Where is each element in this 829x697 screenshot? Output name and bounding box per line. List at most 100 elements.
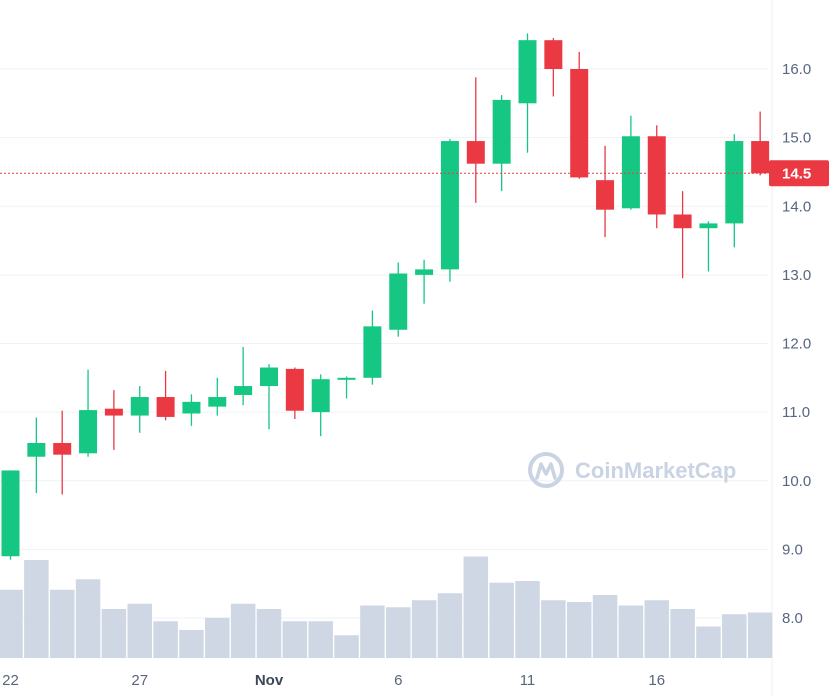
candle[interactable] [466,77,485,203]
y-tick-label: 10.0 [782,473,811,490]
candles[interactable] [1,33,770,560]
volume-bar [437,593,463,658]
candle[interactable] [363,310,382,385]
y-tick-label: 13.0 [782,267,811,284]
volume-bar [179,630,204,658]
candle[interactable] [596,145,615,238]
volume-bar [205,617,230,658]
candle[interactable] [751,111,770,176]
candle[interactable] [699,221,718,272]
candle[interactable] [311,374,330,437]
volume-bar [24,560,49,658]
volume-bar [75,579,101,658]
y-tick-label: 9.0 [782,541,803,558]
candle-body [466,141,485,164]
candle-body [53,443,72,455]
candle-body [415,269,434,275]
candle[interactable] [79,369,98,457]
candle-body [27,443,46,457]
x-tick-label: 22 [2,672,19,689]
candle-body [647,136,666,215]
volume-bar [282,621,308,658]
candle[interactable] [234,346,253,406]
volume-bar [334,635,359,658]
y-axis: 16.0 15.0 14.0 13.0 12.0 11.0 10.0 9.0 8.0 [782,61,811,627]
candle-body [234,386,253,395]
candle[interactable] [53,410,72,495]
volume-bar [230,603,256,658]
volume-bar [618,605,644,658]
candle[interactable] [104,390,123,450]
candle[interactable] [182,394,201,426]
candle[interactable] [337,376,356,399]
candle[interactable] [1,470,20,560]
candle[interactable] [27,417,46,494]
volume-bar [0,589,23,658]
volume-bar [463,556,489,658]
volume-bar [360,605,385,658]
candle[interactable] [285,367,304,419]
candle-body [156,397,175,417]
candle-body [518,40,537,104]
candle[interactable] [518,33,537,153]
candle[interactable] [260,364,278,430]
x-tick-label: 27 [131,672,148,689]
candle[interactable] [156,370,175,421]
volume-bar [515,581,540,658]
x-tick-label: Nov [255,672,284,689]
candle-body [311,379,330,413]
volume-bar [49,589,75,658]
watermark-text: CoinMarketCap [575,458,736,483]
y-tick-label: 8.0 [782,610,803,627]
candle[interactable] [673,191,692,279]
candle[interactable] [570,51,589,179]
volume-bar [696,626,721,658]
candle[interactable] [440,138,459,282]
candle[interactable] [492,95,511,192]
candle[interactable] [415,259,434,304]
volume-bar [747,612,773,658]
candle-body [79,410,98,454]
volume-bar [386,607,411,658]
x-tick-label: 16 [648,672,665,689]
volume-bar [411,600,437,658]
volume-bar [566,602,592,658]
volume-bar [489,582,514,658]
candle-body [570,69,589,178]
candle-body [182,401,201,414]
y-tick-label: 14.0 [782,198,811,215]
volume-bar [722,614,747,658]
candle-body [389,273,408,330]
candle[interactable] [621,115,640,210]
volume-bar [308,621,333,658]
candle[interactable] [725,134,744,248]
x-tick-label: 11 [520,672,536,689]
y-tick-label: 16.0 [782,61,811,78]
candle-body [285,368,304,411]
candle-body [492,99,511,164]
candle-body [440,141,459,270]
candle-body [673,214,692,229]
candle-body [699,223,718,229]
volume-bar [256,609,282,658]
coinmarketcap-logo-icon [528,452,564,488]
candle-body [208,397,227,407]
candle[interactable] [544,38,563,97]
candle-body [104,408,123,416]
candle[interactable] [389,262,408,337]
volume-bar [670,609,695,658]
volume-bar [541,600,566,658]
candle-body [544,40,563,69]
candle-body [1,470,20,557]
candle[interactable] [208,377,227,416]
volume-bar [592,595,618,658]
candle-body [621,136,640,209]
volume-bars [0,556,773,658]
candle[interactable] [130,386,149,433]
volume-bar [101,609,127,658]
candle[interactable] [647,125,666,229]
y-tick-label: 12.0 [782,336,811,353]
candle-body [260,367,278,387]
